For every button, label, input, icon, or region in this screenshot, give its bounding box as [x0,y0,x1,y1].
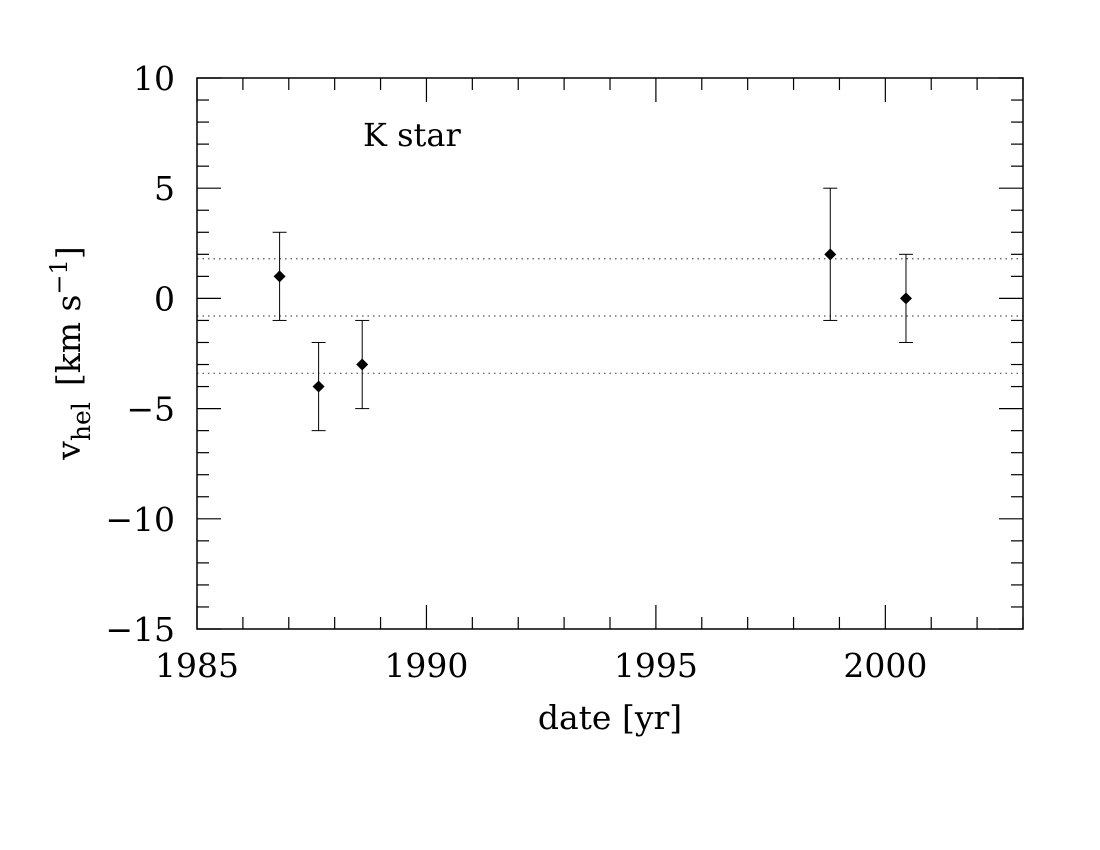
data-point [311,341,326,432]
x-tick-label: 1990 [384,646,468,685]
data-point [272,231,287,321]
diamond-marker [899,292,912,305]
x-tick-label: 1985 [155,646,239,685]
y-tick-label: −15 [105,610,175,649]
diamond-marker [356,358,369,371]
y-label-superscript: −1 [45,259,73,294]
y-tick-label: 10 [133,59,175,98]
x-tick-labels: 1985 1990 1995 2000 [155,646,927,685]
y-label-unit-open: [km s [49,295,88,387]
data-point [355,319,370,410]
x-axis-label: date [yr] [538,698,682,737]
data-point [898,253,913,343]
y-label-unit-close: ] [49,246,88,259]
y-label-base: v [49,441,88,461]
y-label-subscript: hel [67,402,96,441]
y-tick-label: 5 [154,169,175,208]
y-tick-label: −5 [126,390,175,429]
x-tick-label: 1995 [614,646,698,685]
plot-frame [196,77,1024,630]
y-tick-labels: −15 −10 −5 0 5 10 [105,59,175,649]
x-tick-label: 2000 [843,646,927,685]
diamond-marker [273,270,286,283]
diamond-marker [312,380,325,393]
diamond-marker [824,248,837,261]
data-point [823,187,838,321]
chart-annotation: K star [363,116,461,154]
axis-ticks [196,77,1024,630]
data-points [272,187,913,432]
y-axis-label: vhel [km s−1] [45,246,96,460]
reference-lines [197,258,1023,374]
y-tick-label: −10 [105,500,175,539]
y-tick-label: 0 [154,279,175,318]
